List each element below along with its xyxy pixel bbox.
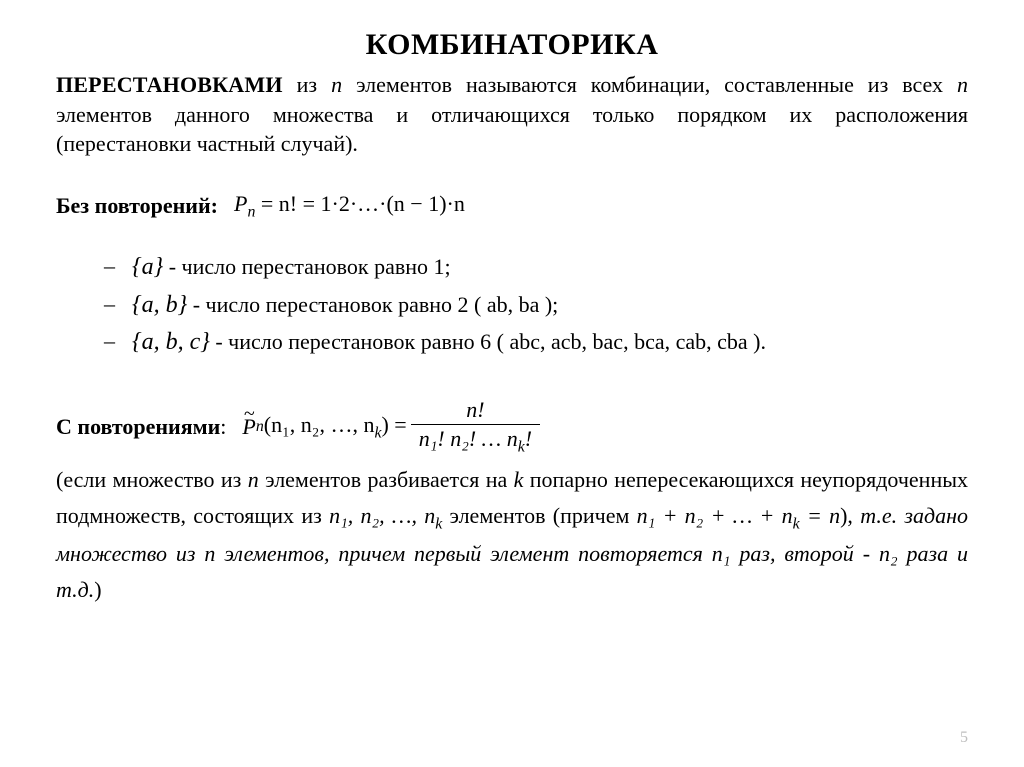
ex-t2: элементов разбивается на [259, 467, 514, 492]
def-post: элементов данного множества и отличающих… [56, 102, 968, 157]
without-rep-label: Без повторений: [56, 193, 218, 219]
ex-n2sub: n₂ [879, 541, 898, 566]
ex-close: ) [94, 577, 101, 602]
ex-sum-body: n₁ + n₂ + … + n [637, 503, 793, 528]
document-page: КОМБИНАТОРИКА ПЕРЕСТАНОВКАМИ из n элемен… [0, 0, 1024, 767]
den-body: ₁! n₂! … n [430, 426, 518, 451]
fraction-denominator: n₁! n₂! … nk! [411, 425, 540, 456]
list-item: {a} - число перестановок равно 1; [104, 249, 968, 286]
formula-args-text: (n₁, n₂, …, n [264, 412, 375, 437]
page-number: 5 [960, 729, 968, 747]
ex-t4: элементов (причем [442, 503, 636, 528]
explanation-paragraph: (если множество из n элементов разбивает… [56, 462, 968, 606]
formula-P-sub: n [256, 418, 264, 436]
ex-list-body: n₁, n₂, …, n [329, 503, 435, 528]
list-item: {a, b} - число перестановок равно 2 ( ab… [104, 287, 968, 324]
formula-argclose: ) = [381, 412, 406, 437]
ex-n: n [248, 467, 259, 492]
formula-Ptilde: P [242, 414, 255, 440]
ex-sum: n₁ + n₂ + … + nk = n [637, 503, 840, 528]
ex-sum-k: k [793, 515, 800, 532]
term-lead: ПЕРЕСТАНОВКАМИ [56, 72, 283, 97]
example-set: {a, b, c} [132, 329, 210, 355]
fraction-numerator: n! [411, 397, 540, 425]
def-n2: n [957, 72, 968, 97]
with-rep-colon: : [220, 414, 226, 440]
formula-eq: = n! = 1·2·…·(n − 1)·n [255, 191, 465, 216]
def-pre-n: из [283, 72, 331, 97]
den-pre: n [419, 426, 430, 451]
ex-n1sub: n₁ [712, 541, 731, 566]
example-text: - число перестановок равно 2 ( ab, ba ); [187, 292, 558, 317]
page-title: КОМБИНАТОРИКА [56, 28, 968, 62]
ex-t5: ), [840, 503, 860, 528]
def-mid: элементов называются комбинации, составл… [342, 72, 957, 97]
den-k: k [518, 438, 525, 455]
formula-args: (n₁, n₂, …, nk) = [264, 412, 407, 442]
ex-list: n₁, n₂, …, nk [329, 503, 442, 528]
examples-list: {a} - число перестановок равно 1; {a, b}… [56, 249, 968, 361]
with-rep-formula: Pn(n₁, n₂, …, nk) = n! n₁! n₂! … nk! [242, 397, 544, 456]
den-post: ! [525, 426, 532, 451]
fraction: n! n₁! n₂! … nk! [411, 397, 540, 456]
with-repetition-row: С повторениями: Pn(n₁, n₂, …, nk) = n! n… [56, 397, 968, 456]
formula-P: P [234, 191, 247, 216]
example-set: {a} [132, 254, 163, 280]
with-rep-label: С повторениями [56, 414, 220, 440]
definition-paragraph: ПЕРЕСТАНОВКАМИ из n элементов называются… [56, 70, 968, 159]
def-n: n [331, 72, 342, 97]
ex-k: k [514, 467, 524, 492]
ex-sum-eq: = n [800, 503, 840, 528]
ex-t7: элементов, причем первый элемент повторя… [215, 541, 711, 566]
example-text: - число перестановок равно 6 ( abc, acb,… [210, 329, 766, 354]
without-repetition-row: Без повторений: Pn = n! = 1·2·…·(n − 1)·… [56, 191, 968, 221]
ex-t8: раз, второй - [730, 541, 878, 566]
example-text: - число перестановок равно 1; [163, 254, 450, 279]
example-set: {a, b} [132, 292, 187, 318]
ex-t1: (если множество из [56, 467, 248, 492]
list-item: {a, b, c} - число перестановок равно 6 (… [104, 324, 968, 361]
ex-n2: n [204, 541, 215, 566]
without-rep-formula: Pn = n! = 1·2·…·(n − 1)·n [234, 191, 465, 221]
